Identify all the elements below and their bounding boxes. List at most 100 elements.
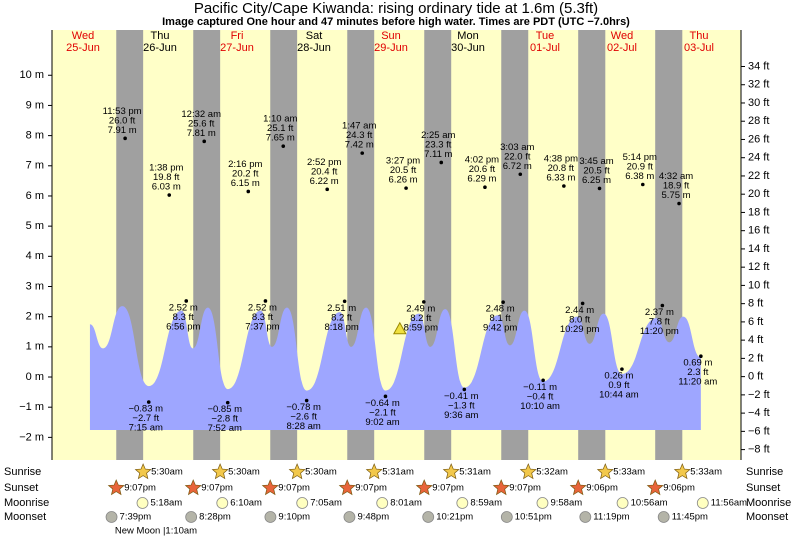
tide-label: 11:20 pm	[640, 326, 679, 337]
y2-tick-label: −2 ft	[748, 389, 770, 401]
day-date: 26-Jun	[143, 42, 177, 54]
event-time: 11:19pm	[593, 512, 629, 523]
tide-label: −2.7 ft	[132, 413, 159, 424]
now-marker	[392, 321, 407, 335]
tide-label: 3:03 am	[500, 142, 534, 153]
tide-point	[123, 136, 127, 141]
event-time: 11:56am	[711, 498, 747, 509]
tide-label: 6.38 m	[625, 171, 654, 182]
sun-icon	[673, 463, 691, 480]
moon-icon	[657, 511, 670, 523]
event-time: 10:51pm	[515, 512, 552, 523]
day-name: Sun	[381, 30, 401, 42]
moon-icon	[456, 497, 469, 509]
day-date: 25-Jun	[66, 42, 100, 54]
event-time: 9:10pm	[278, 512, 310, 523]
y2-tick-label: 12 ft	[748, 261, 769, 273]
moon-icon	[422, 511, 435, 523]
event-time: 5:30am	[151, 467, 183, 478]
tide-point	[462, 387, 467, 392]
sun-icon	[365, 463, 383, 480]
tide-label: 2.51 m	[327, 303, 356, 314]
tide-label: 11:20 am	[678, 377, 717, 388]
tide-label: 2:52 pm	[307, 157, 341, 168]
tide-point	[404, 186, 408, 190]
tide-point	[518, 172, 523, 177]
tide-label: 10:10 am	[520, 401, 560, 412]
tide-label: 9:02 am	[365, 417, 399, 428]
tide-label: 6.33 m	[546, 173, 575, 184]
day-name: Thu	[690, 30, 709, 42]
tide-label: 7.81 m	[187, 128, 216, 139]
tide-label: 26.0 ft	[109, 115, 136, 126]
tide-label: 7.11 m	[424, 149, 452, 160]
tide-label: 1:38 pm	[149, 163, 183, 174]
tide-label: −2.8 ft	[211, 414, 238, 425]
tide-label: 6.25 m	[582, 175, 611, 186]
sun-icon	[569, 479, 587, 496]
tide-label: 7.8 ft	[649, 317, 670, 328]
tide-point	[439, 160, 444, 165]
y2-tick-label: 6 ft	[748, 316, 763, 328]
tide-label: 6.22 m	[310, 176, 339, 187]
tide-label: −2.1 ft	[369, 407, 396, 418]
tide-label: 22.0 ft	[504, 151, 531, 162]
y-tick-label: 1 m	[26, 341, 44, 353]
event-time: 5:31am	[382, 467, 414, 478]
moon-icon	[264, 511, 277, 523]
sun-icon	[492, 479, 510, 496]
event-time: 9:07pm	[509, 483, 541, 494]
tide-label: 20.6 ft	[469, 164, 496, 175]
tide-label: 7.65 m	[266, 133, 295, 144]
tide-label: 6.29 m	[467, 174, 496, 185]
tide-label: −1.3 ft	[448, 400, 475, 411]
tide-label: 8:18 pm	[324, 322, 358, 333]
tide-label: −2.6 ft	[290, 412, 317, 423]
tide-label: 20.8 ft	[548, 163, 575, 174]
sun-icon	[596, 463, 614, 480]
event-time: 9:07pm	[201, 483, 233, 494]
y2-tick-label: 18 ft	[748, 206, 769, 218]
y-tick-label: −1 m	[19, 401, 44, 413]
chart-title: Pacific City/Cape Kiwanda: rising ordina…	[194, 0, 598, 17]
day-name: Fri	[231, 30, 244, 42]
moon-icon	[696, 497, 709, 509]
tide-point	[360, 151, 365, 155]
tide-point	[281, 144, 286, 148]
y-tick-label: 10 m	[20, 69, 44, 81]
y2-tick-label: 4 ft	[748, 334, 763, 346]
y2-tick-label: 22 ft	[748, 170, 769, 182]
row-label: Moonrise	[746, 497, 791, 509]
tide-point	[660, 303, 665, 308]
y2-tick-label: −6 ft	[748, 425, 770, 437]
tide-label: 8:59 pm	[404, 322, 438, 333]
tide-point	[562, 184, 566, 188]
tide-label: 18.9 ft	[663, 181, 690, 192]
y2-tick-label: 14 ft	[748, 243, 769, 255]
row-label: Sunrise	[746, 466, 783, 478]
event-time: 9:07pm	[278, 483, 310, 494]
event-time: 5:18am	[151, 498, 183, 509]
y2-tick-label: −4 ft	[748, 407, 770, 419]
y-tick-label: 4 m	[26, 250, 44, 262]
y2-tick-label: 20 ft	[748, 188, 769, 200]
tide-label: 5:14 pm	[623, 152, 657, 163]
tide-point	[483, 185, 487, 190]
tide-label: 4:38 pm	[544, 154, 578, 165]
moon-icon	[616, 497, 629, 509]
tide-label: 20.4 ft	[311, 166, 338, 177]
tide-label: −0.83 m	[128, 404, 163, 415]
tide-label: 2:25 am	[421, 130, 455, 141]
y-tick-label: 6 m	[26, 190, 44, 202]
event-time: 9:48pm	[357, 512, 389, 523]
moon-icon	[296, 497, 309, 509]
tide-label: 5.75 m	[662, 190, 691, 201]
tide-label: 2.52 m	[169, 302, 198, 313]
day-name: Wed	[72, 30, 94, 42]
tide-label: 20.9 ft	[627, 162, 654, 173]
moon-icon	[216, 497, 229, 509]
tide-label: 0.26 m	[604, 371, 633, 382]
tide-label: 2.3 ft	[687, 367, 708, 378]
tide-point	[225, 400, 230, 405]
day-name: Thu	[151, 30, 170, 42]
